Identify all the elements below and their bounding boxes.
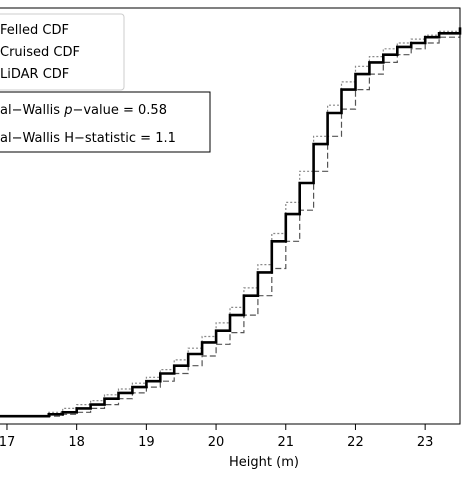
series-line-lidar-cdf (0, 27, 461, 417)
series-line-felled-cdf (0, 27, 462, 418)
x-tick-label: 23 (417, 435, 434, 450)
x-axis-label: Height (m) (229, 455, 299, 470)
x-tick-label: 22 (347, 435, 364, 450)
stats-pvalue-suffix: −value = 0.58 (72, 103, 167, 118)
stats-pvalue-line: al−Wallis p−value = 0.58 (0, 103, 167, 118)
stats-hstat-line: al−Wallis H−statistic = 1.1 (0, 131, 176, 146)
x-tick-label: 17 (0, 435, 15, 450)
stats-pvalue-italic: p (63, 103, 72, 118)
series-layer (0, 27, 462, 418)
x-tick-label: 20 (208, 435, 225, 450)
legend-box (0, 13, 125, 91)
stats-box: al−Wallis p−value = 0.58 al−Wallis H−sta… (0, 91, 211, 153)
stats-box-frame (0, 91, 211, 153)
plot-frame (0, 7, 461, 425)
x-axis: 17 18 19 20 21 22 23 (0, 424, 433, 450)
legend-entry-cruised: Cruised CDF (0, 45, 80, 60)
legend-entry-lidar: LiDAR CDF (0, 67, 69, 82)
x-tick-label: 18 (68, 435, 85, 450)
legend-entry-felled: Felled CDF (0, 23, 69, 38)
stats-pvalue-prefix: al−Wallis (0, 103, 64, 118)
legend: Felled CDF Cruised CDF LiDAR CDF (0, 13, 125, 91)
x-tick-label: 19 (138, 435, 155, 450)
x-tick-label: 21 (277, 435, 294, 450)
